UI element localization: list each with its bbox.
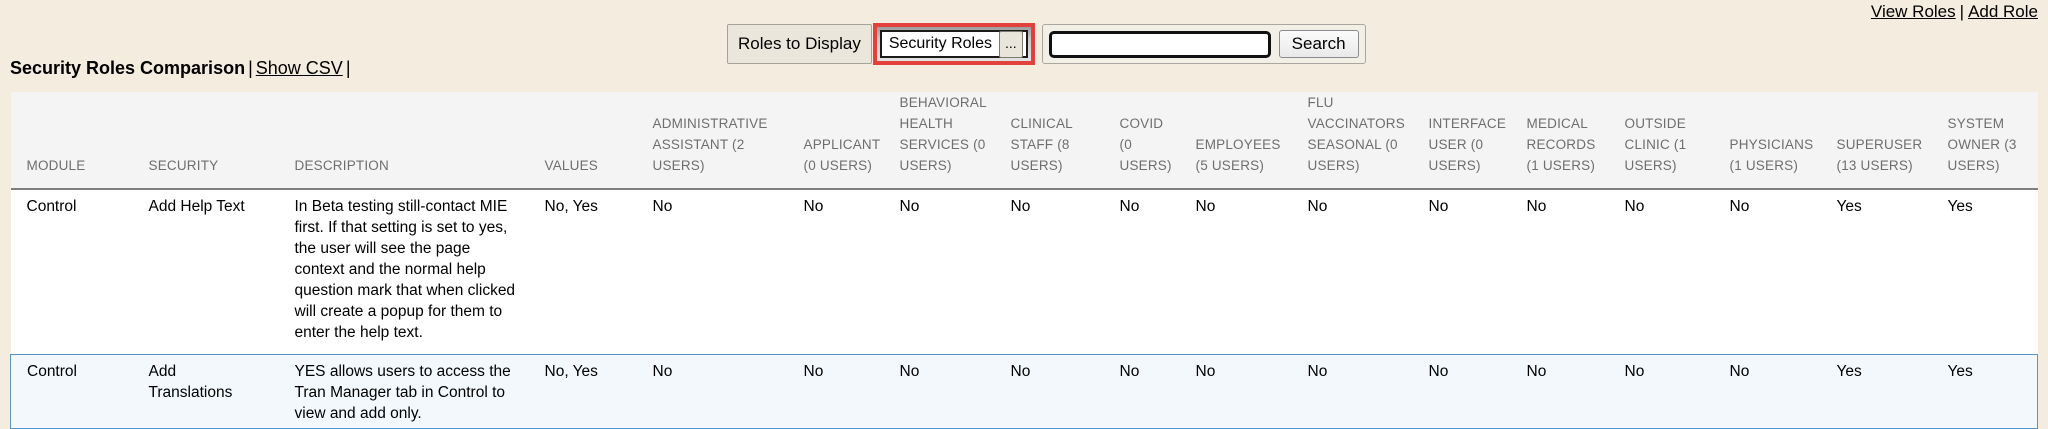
cell-role-value: Yes <box>1820 189 1932 354</box>
cell-role-value: No <box>1291 189 1413 354</box>
title-separator: | <box>248 58 253 78</box>
security-roles-table-wrap: MODULE SECURITY DESCRIPTION VALUES ADMIN… <box>10 92 2038 429</box>
cell-values: No, Yes <box>528 189 637 354</box>
col-header-description: DESCRIPTION <box>278 92 529 190</box>
title-separator-2: | <box>345 58 351 78</box>
table-header-row: MODULE SECURITY DESCRIPTION VALUES ADMIN… <box>10 92 2038 190</box>
search-area: Search <box>1041 24 1366 64</box>
cell-security: Add Translations <box>132 353 279 429</box>
cell-security: Add Help Text <box>132 189 279 354</box>
cell-role-value: Yes <box>1820 353 1932 429</box>
col-header-security: SECURITY <box>132 92 279 190</box>
cell-role-value: No <box>1103 353 1180 429</box>
cell-description: YES allows users to access the Tran Mana… <box>278 353 529 429</box>
highlight-box: Security Roles ... <box>872 23 1035 65</box>
col-header-flu-vaccinators-seasonal: FLU VACCINATORS SEASONAL (0 USERS) <box>1291 92 1413 190</box>
show-csv-link[interactable]: Show CSV <box>255 58 343 78</box>
cell-values: No, Yes <box>528 353 637 429</box>
col-header-employees: EMPLOYEES (5 USERS) <box>1179 92 1292 190</box>
roles-select[interactable]: Security Roles ... <box>879 30 1028 58</box>
link-separator: | <box>1959 2 1965 21</box>
cell-description: In Beta testing still-contact MIE first.… <box>278 189 529 354</box>
security-roles-comparison-table: MODULE SECURITY DESCRIPTION VALUES ADMIN… <box>10 92 2038 429</box>
cell-module: Control <box>10 353 133 429</box>
col-header-applicant: APPLICANT (0 USERS) <box>787 92 884 190</box>
cell-role-value: No <box>636 353 788 429</box>
col-header-superuser: SUPERUSER (13 USERS) <box>1820 92 1932 190</box>
col-header-module: MODULE <box>10 92 133 190</box>
top-action-links: View Roles | Add Role <box>1871 2 2038 22</box>
cell-role-value: No <box>1412 189 1511 354</box>
col-header-outside-clinic: OUTSIDE CLINIC (1 USERS) <box>1608 92 1714 190</box>
cell-role-value: No <box>994 189 1104 354</box>
cell-role-value: No <box>1510 353 1609 429</box>
view-roles-link[interactable]: View Roles <box>1870 2 1956 21</box>
cell-role-value: No <box>1179 353 1292 429</box>
cell-role-value: No <box>787 353 884 429</box>
table-row: Control Add Help Text In Beta testing st… <box>10 189 2038 354</box>
cell-module: Control <box>10 189 133 354</box>
page-title-row: Security Roles Comparison | Show CSV | <box>10 58 354 79</box>
cell-role-value: Yes <box>1931 189 2038 354</box>
cell-role-value: No <box>1103 189 1180 354</box>
roles-select-value: Security Roles <box>888 35 992 52</box>
search-input[interactable] <box>1048 30 1271 58</box>
roles-to-display-text: Roles to Display <box>738 34 861 53</box>
cell-role-value: No <box>994 353 1104 429</box>
col-header-administrative-assistant: ADMINISTRATIVE ASSISTANT (2 USERS) <box>636 92 788 190</box>
cell-role-value: No <box>636 189 788 354</box>
page-title: Security Roles Comparison <box>10 58 246 78</box>
cell-role-value: No <box>883 189 995 354</box>
table-row-highlighted: Control Add Translations YES allows user… <box>10 353 2038 429</box>
cell-role-value: No <box>1179 189 1292 354</box>
cell-role-value: No <box>1291 353 1413 429</box>
col-header-values: VALUES <box>528 92 637 190</box>
col-header-physicians: PHYSICIANS (1 USERS) <box>1713 92 1821 190</box>
cell-role-value: No <box>1608 189 1714 354</box>
roles-select-ellipsis-button[interactable]: ... <box>998 30 1023 58</box>
cell-role-value: No <box>1713 353 1821 429</box>
cell-role-value: No <box>1608 353 1714 429</box>
roles-to-display-label: Roles to Display <box>727 24 872 64</box>
col-header-clinical-staff: CLINICAL STAFF (8 USERS) <box>994 92 1104 190</box>
col-header-covid: COVID (0 USERS) <box>1103 92 1180 190</box>
cell-role-value: No <box>1412 353 1511 429</box>
cell-role-value: No <box>883 353 995 429</box>
col-header-medical-records: MEDICAL RECORDS (1 USERS) <box>1510 92 1609 190</box>
cell-role-value: No <box>1510 189 1609 354</box>
roles-toolbar: Roles to Display Security Roles ... Sear… <box>727 23 1366 65</box>
col-header-interface-user: INTERFACE USER (0 USERS) <box>1412 92 1511 190</box>
cell-role-value: No <box>787 189 884 354</box>
col-header-behavioral-health-services: BEHAVIORAL HEALTH SERVICES (0 USERS) <box>883 92 995 190</box>
cell-role-value: Yes <box>1931 353 2038 429</box>
col-header-system-owner: SYSTEM OWNER (3 USERS) <box>1931 92 2038 190</box>
cell-role-value: No <box>1713 189 1821 354</box>
search-button[interactable]: Search <box>1278 30 1359 58</box>
add-role-link[interactable]: Add Role <box>1968 2 2038 21</box>
